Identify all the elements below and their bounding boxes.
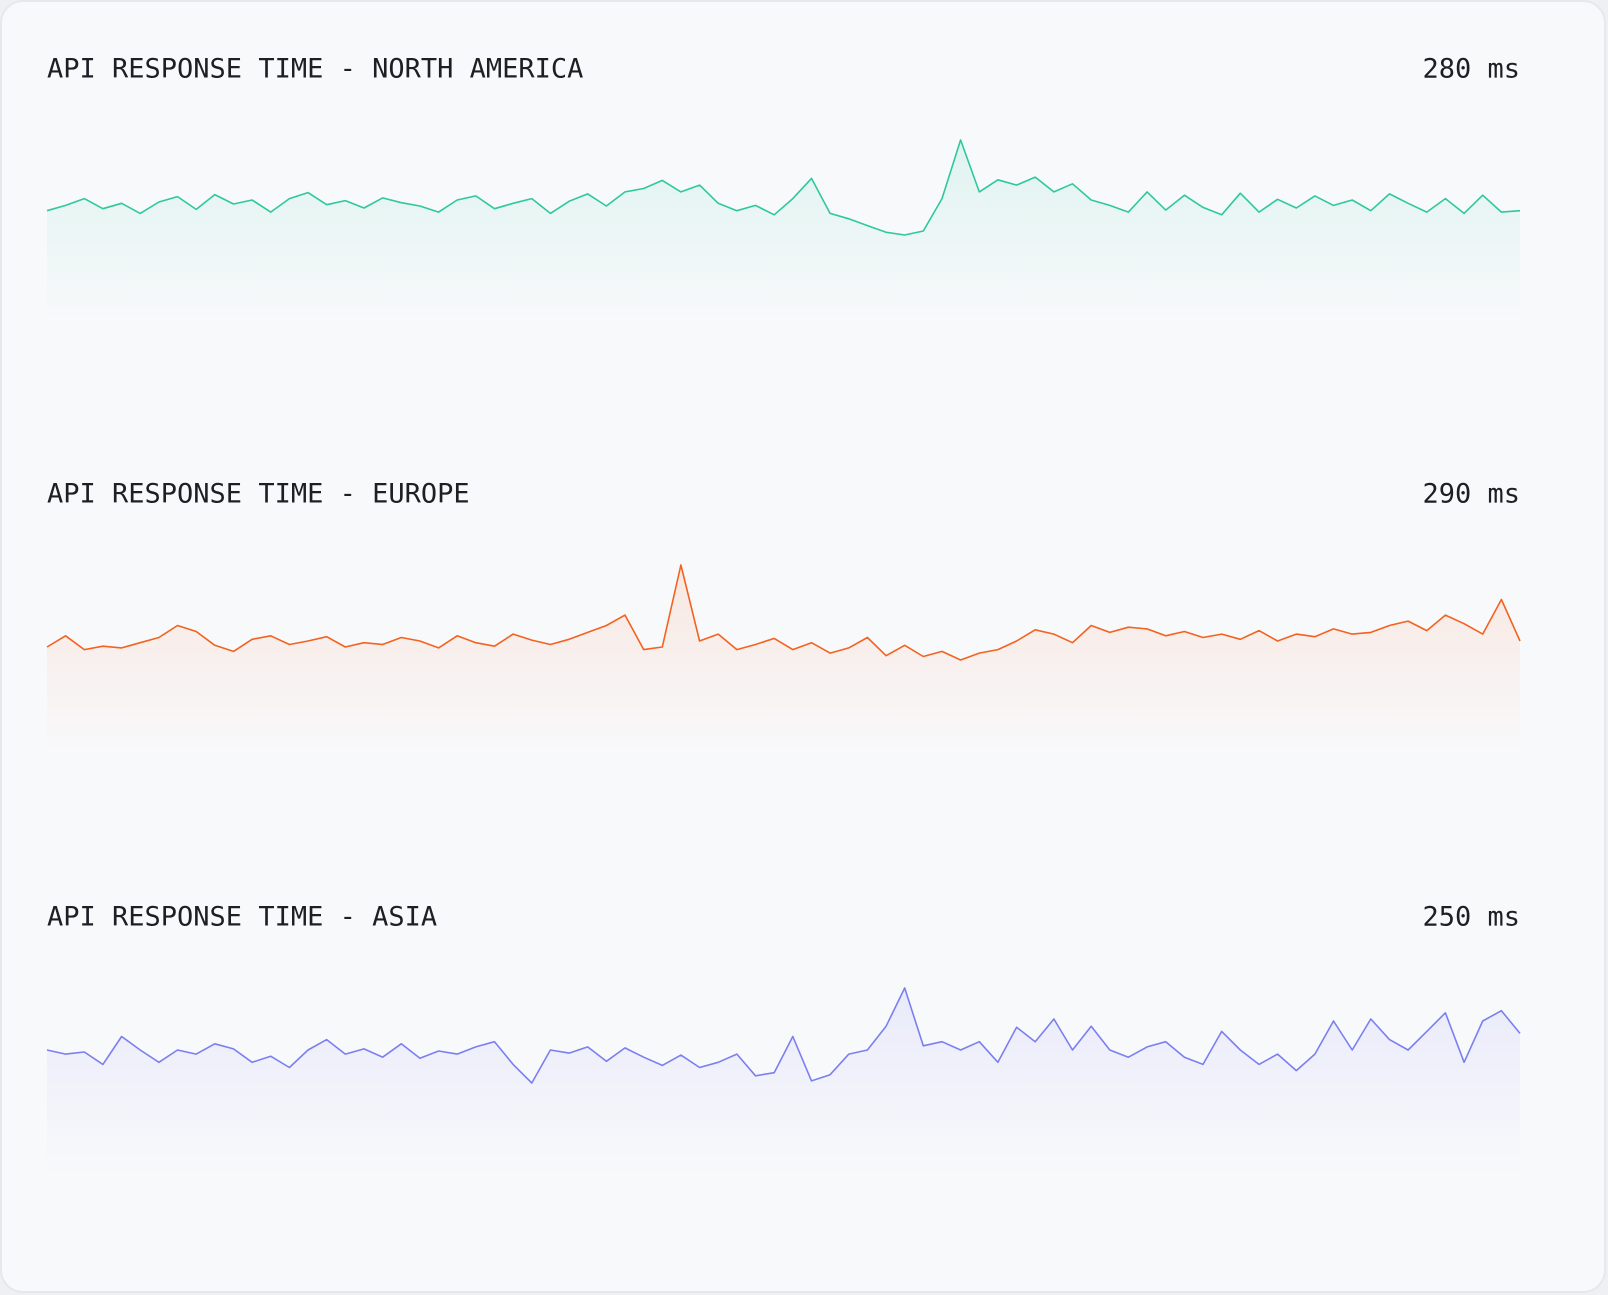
chart-title: API RESPONSE TIME - EUROPE (47, 479, 470, 510)
current-value: 290 ms (1422, 479, 1520, 510)
current-value: 280 ms (1422, 54, 1520, 85)
chart-title: API RESPONSE TIME - ASIA (47, 902, 437, 933)
chart-title: API RESPONSE TIME - NORTH AMERICA (47, 54, 583, 85)
current-value: 250 ms (1422, 902, 1520, 933)
line (46, 139, 1521, 236)
line (46, 987, 1521, 1084)
area-fill (47, 140, 1520, 328)
area-fill (47, 565, 1520, 753)
line (46, 564, 1521, 661)
area-fill (47, 988, 1520, 1176)
